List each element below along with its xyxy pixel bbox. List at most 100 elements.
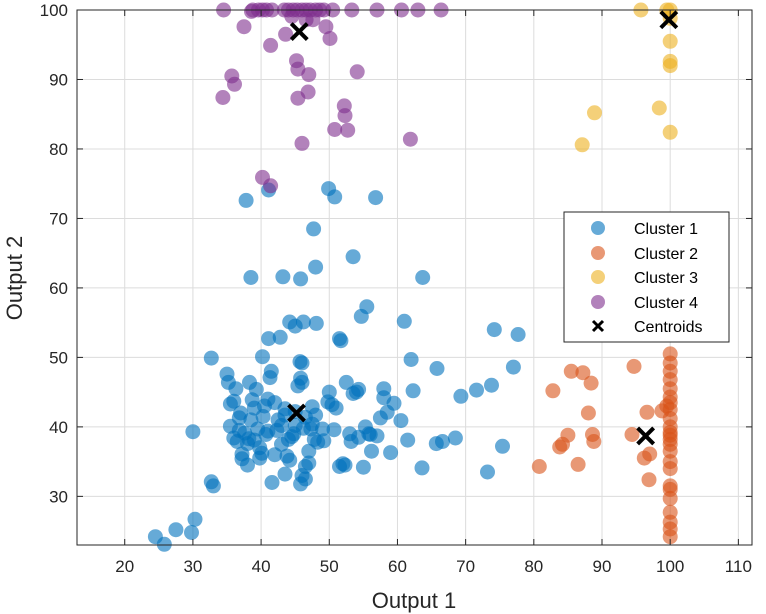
data-point-cluster-1 <box>282 452 298 468</box>
series-cluster-1 <box>147 181 526 552</box>
y-tick-label: 70 <box>49 209 68 228</box>
data-point-cluster-1 <box>294 374 310 390</box>
data-point-cluster-1 <box>254 445 270 461</box>
data-point-cluster-1 <box>368 190 384 206</box>
data-point-cluster-1 <box>275 269 291 285</box>
data-point-cluster-1 <box>184 525 199 540</box>
axes-box <box>76 9 753 546</box>
data-point-cluster-1 <box>326 422 342 438</box>
y-tick-label: 60 <box>49 279 68 298</box>
data-point-cluster-1 <box>393 413 409 429</box>
data-point-cluster-1 <box>505 359 521 375</box>
data-point-cluster-4 <box>244 3 259 19</box>
data-point-cluster-4 <box>294 135 310 151</box>
data-point-cluster-1 <box>453 388 469 404</box>
data-point-cluster-1 <box>156 536 172 552</box>
data-point-cluster-1 <box>332 459 347 474</box>
centroid-marker <box>636 426 656 446</box>
data-point-cluster-4 <box>305 12 321 28</box>
data-point-cluster-1 <box>510 327 526 342</box>
data-point-cluster-4 <box>337 108 353 124</box>
data-point-cluster-1 <box>338 374 354 390</box>
legend-label-cluster-4: Cluster 4 <box>634 295 698 312</box>
y-tick-label: 30 <box>49 487 68 506</box>
data-point-cluster-2 <box>580 405 596 421</box>
data-point-cluster-1 <box>345 249 361 265</box>
x-tick-label: 40 <box>252 557 271 576</box>
data-point-cluster-1 <box>226 393 242 409</box>
data-point-cluster-4 <box>215 90 231 105</box>
data-point-cluster-1 <box>293 271 309 287</box>
data-point-cluster-3 <box>574 137 590 153</box>
data-point-cluster-1 <box>316 433 332 449</box>
data-point-cluster-1 <box>321 384 337 400</box>
data-point-cluster-1 <box>486 322 502 338</box>
data-point-cluster-1 <box>274 436 289 452</box>
axis-ticks: 20 30 40 50 60 70 80 90 100 110 30 40 50 60 70 80 90 100 <box>40 1 752 576</box>
x-tick-label: 80 <box>524 557 543 576</box>
y-tick-label: 50 <box>49 348 68 367</box>
data-point-cluster-1 <box>480 464 495 480</box>
data-point-cluster-1 <box>353 308 369 324</box>
data-point-cluster-1 <box>292 354 308 370</box>
data-point-cluster-1 <box>396 313 412 329</box>
data-point-cluster-4 <box>318 19 334 35</box>
data-point-cluster-2 <box>570 456 586 472</box>
data-point-cluster-1 <box>228 381 244 397</box>
data-point-cluster-4 <box>263 37 279 53</box>
data-point-cluster-1 <box>327 189 343 205</box>
data-point-cluster-4 <box>236 19 252 35</box>
data-point-cluster-1 <box>255 349 270 365</box>
data-point-cluster-1 <box>328 400 344 416</box>
data-point-cluster-2 <box>662 504 678 520</box>
data-point-cluster-1 <box>383 445 399 461</box>
data-point-cluster-1 <box>286 426 302 442</box>
data-point-cluster-2 <box>575 365 591 381</box>
data-point-cluster-2 <box>662 478 678 494</box>
data-point-cluster-1 <box>351 381 367 397</box>
data-point-cluster-1 <box>168 522 184 538</box>
data-point-cluster-1 <box>238 192 254 208</box>
centroid-marker <box>289 22 309 41</box>
y-tick-label: 40 <box>49 418 68 437</box>
data-point-cluster-4 <box>340 122 356 138</box>
data-point-cluster-1 <box>261 331 277 347</box>
data-point-cluster-1 <box>187 511 203 527</box>
centroid-marker <box>287 403 306 423</box>
data-point-cluster-1 <box>351 429 367 445</box>
data-point-cluster-1 <box>308 259 324 275</box>
centroid-markers <box>287 10 679 446</box>
data-point-cluster-4 <box>402 131 418 147</box>
data-point-cluster-1 <box>484 377 499 393</box>
data-point-cluster-1 <box>364 443 379 459</box>
data-point-cluster-4 <box>284 8 300 24</box>
data-point-cluster-2 <box>639 404 655 420</box>
data-point-cluster-2 <box>531 459 547 474</box>
data-point-cluster-1 <box>403 352 419 367</box>
data-point-cluster-3 <box>651 100 667 116</box>
grid-lines <box>77 9 752 545</box>
data-point-cluster-2 <box>641 472 657 488</box>
legend-marker-cluster-1 <box>591 221 605 235</box>
x-tick-label: 20 <box>115 557 134 576</box>
data-point-cluster-3 <box>587 105 602 121</box>
series-cluster-4 <box>215 2 449 194</box>
data-point-cluster-1 <box>306 221 322 237</box>
data-point-cluster-2 <box>563 363 579 379</box>
data-point-cluster-1 <box>248 381 264 397</box>
y-axis-title: Output 2 <box>2 236 27 320</box>
data-point-cluster-4 <box>227 76 242 92</box>
data-point-cluster-1 <box>272 329 288 345</box>
data-point-cluster-4 <box>278 26 294 42</box>
data-point-cluster-1 <box>240 457 255 473</box>
data-point-cluster-1 <box>231 410 247 426</box>
data-point-cluster-4 <box>263 178 279 194</box>
data-point-cluster-2 <box>642 446 658 462</box>
legend-label-cluster-1: Cluster 1 <box>634 221 698 238</box>
data-point-cluster-1 <box>308 315 324 331</box>
data-point-cluster-1 <box>376 390 392 406</box>
x-tick-label: 100 <box>656 557 684 576</box>
x-tick-label: 70 <box>456 557 475 576</box>
data-point-cluster-1 <box>246 432 262 448</box>
data-point-cluster-1 <box>243 270 259 285</box>
